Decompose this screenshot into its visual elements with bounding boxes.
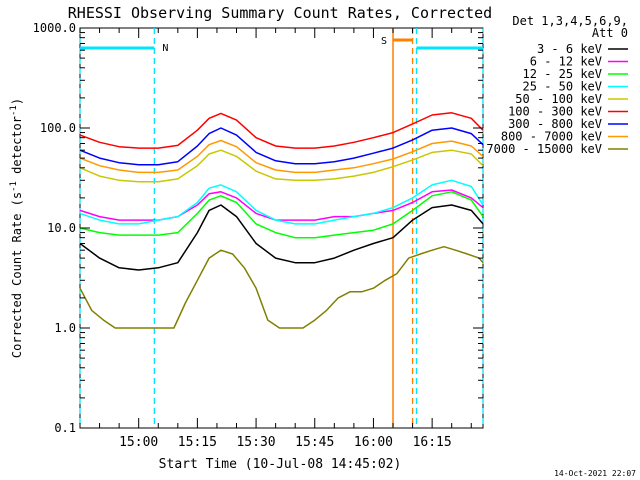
legend-entry-label: 25 - 50 keV bbox=[523, 80, 602, 94]
annotations-layer: NS bbox=[79, 28, 484, 428]
legend-entry-label: 300 - 800 keV bbox=[508, 117, 602, 131]
y-axis-label: Corrected Count Rate (s-1 detector-1) bbox=[9, 98, 24, 358]
x-tick-label: 16:15 bbox=[413, 435, 452, 450]
x-tick-label: 15:30 bbox=[236, 435, 275, 450]
legend-header-line-2: Att 0 bbox=[592, 26, 628, 40]
y-tick-label: 0.1 bbox=[54, 421, 76, 435]
y-tick-label: 100.0 bbox=[40, 121, 76, 135]
y-tick-label: 10.0 bbox=[47, 221, 76, 235]
legend-entry-label: 800 - 7000 keV bbox=[501, 130, 602, 144]
x-tick-label: 15:00 bbox=[119, 435, 158, 450]
series-line-8 bbox=[79, 245, 484, 329]
series-line-5 bbox=[79, 112, 484, 149]
series-layer bbox=[79, 112, 484, 329]
y-axis: 0.1 1.0 10.0 100.0 1000.0 bbox=[33, 21, 483, 435]
y-tick-label: 1000.0 bbox=[33, 21, 76, 35]
plot-border bbox=[79, 27, 484, 429]
y-axis-label-sup1: -1 bbox=[9, 181, 19, 192]
legend-entry-label: 100 - 300 keV bbox=[508, 105, 602, 119]
series-line-7 bbox=[79, 139, 484, 174]
chart-title: RHESSI Observing Summary Count Rates, Co… bbox=[68, 4, 492, 22]
x-tick-label: 16:00 bbox=[354, 435, 393, 450]
y-tick-label: 1.0 bbox=[54, 321, 76, 335]
x-axis-label: Start Time (10-Jul-08 14:45:02) bbox=[159, 457, 402, 472]
y-axis-label-main: Corrected Count Rate (s bbox=[10, 192, 24, 358]
legend-entry-label: 3 - 6 keV bbox=[537, 42, 602, 56]
series-line-3 bbox=[79, 179, 484, 225]
night-label: N bbox=[162, 43, 168, 54]
legend-entry-label: 7000 - 15000 keV bbox=[486, 142, 602, 156]
footer-timestamp: 14-Oct-2021 22:07 bbox=[554, 469, 636, 478]
y-axis-label-sup2: -1 bbox=[9, 105, 19, 116]
x-tick-label: 15:45 bbox=[295, 435, 334, 450]
series-line-4 bbox=[79, 149, 484, 183]
legend-entry-label: 6 - 12 keV bbox=[530, 55, 602, 69]
legend-entry-label: 12 - 25 keV bbox=[523, 67, 602, 81]
legend-entry-label: 50 - 100 keV bbox=[515, 92, 602, 106]
y-axis-label-end: ) bbox=[10, 98, 24, 105]
saa-label: S bbox=[381, 36, 387, 47]
x-tick-label: 15:15 bbox=[178, 435, 217, 450]
series-line-0 bbox=[79, 204, 484, 271]
series-line-1 bbox=[79, 189, 484, 221]
x-axis: 15:00 15:15 15:30 15:45 16:00 16:15 bbox=[79, 28, 472, 450]
series-line-2 bbox=[79, 191, 484, 239]
plot-frame bbox=[79, 27, 484, 429]
legend-header-line-1: Det 1,3,4,5,6,9, bbox=[512, 14, 628, 28]
y-axis-label-mid: detector bbox=[10, 116, 24, 181]
series-line-6 bbox=[79, 127, 484, 166]
